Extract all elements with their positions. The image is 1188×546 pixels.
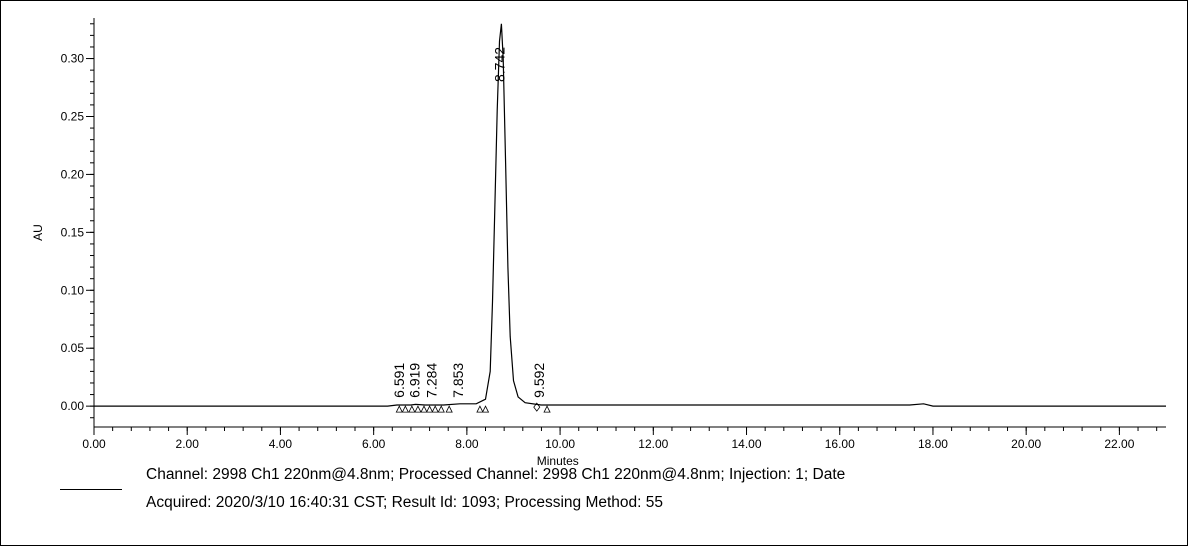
legend-text-line-2: Acquired: 2020/3/10 16:40:31 CST; Result… xyxy=(146,494,663,511)
peak-label: 7.284 xyxy=(423,363,439,398)
y-axis-title: AU xyxy=(31,224,45,241)
integration-marker xyxy=(445,405,453,413)
x-tick-label: 0.00 xyxy=(82,437,106,451)
x-tick-label: 8.00 xyxy=(455,437,479,451)
integration-marker xyxy=(408,405,416,413)
peak-label: 7.853 xyxy=(450,363,466,398)
x-tick-label: 4.00 xyxy=(269,437,293,451)
x-tick-label: 22.00 xyxy=(1104,437,1134,451)
y-tick-label: 0.20 xyxy=(61,167,85,181)
peak-label: 8.742 xyxy=(491,47,507,82)
x-tick-label: 12.00 xyxy=(638,437,668,451)
legend-line-sample xyxy=(60,489,122,490)
integration-marker xyxy=(431,405,439,413)
integration-marker xyxy=(401,405,409,413)
y-tick-label: 0.10 xyxy=(61,283,85,297)
x-tick-label: 20.00 xyxy=(1011,437,1041,451)
peak-label: 6.591 xyxy=(391,363,407,398)
peak-label: 9.592 xyxy=(531,363,547,398)
y-tick-label: 0.15 xyxy=(61,225,85,239)
series-line xyxy=(94,23,1166,407)
x-axis-title: Minutes xyxy=(537,454,579,468)
y-tick-label: 0.25 xyxy=(61,109,85,123)
integration-marker xyxy=(425,405,434,413)
integration-marker xyxy=(533,402,541,412)
y-tick-label: 0.05 xyxy=(61,341,85,355)
integration-marker xyxy=(476,405,484,413)
x-tick-label: 16.00 xyxy=(825,437,855,451)
legend-text-line-1: Channel: 2998 Ch1 220nm@4.8nm; Processed… xyxy=(146,466,846,483)
y-tick-label: 0.30 xyxy=(61,52,85,66)
y-tick-label: 0.00 xyxy=(61,399,85,413)
x-tick-label: 10.00 xyxy=(545,437,575,451)
x-tick-label: 18.00 xyxy=(918,437,948,451)
peak-label: 6.919 xyxy=(406,363,422,398)
integration-marker xyxy=(414,405,422,413)
integration-marker xyxy=(395,405,403,413)
integration-marker xyxy=(437,405,445,413)
integration-marker xyxy=(420,405,428,413)
integration-marker xyxy=(543,405,551,413)
x-tick-label: 14.00 xyxy=(732,437,762,451)
integration-marker xyxy=(481,405,490,413)
x-tick-label: 2.00 xyxy=(176,437,200,451)
x-tick-label: 6.00 xyxy=(362,437,386,451)
